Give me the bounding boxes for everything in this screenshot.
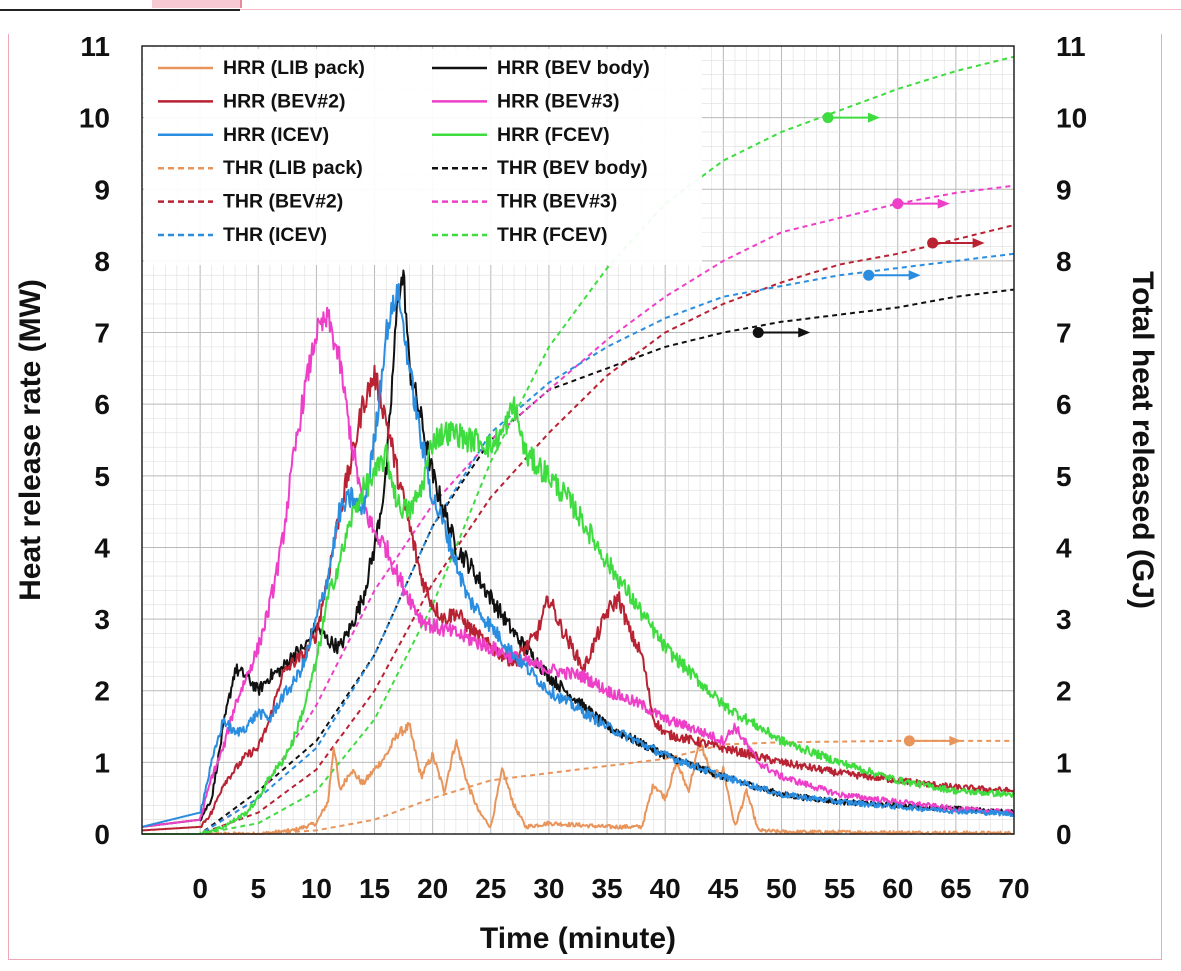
marker-arrow-head (867, 112, 880, 123)
legend-label: HRR (BEV#3) (497, 90, 619, 112)
legend-label: THR (BEV#3) (497, 191, 617, 213)
x-axis-label: Time (minute) (480, 922, 676, 955)
left-axis-ticks: 0 1 2 3 4 5 6 7 8 9 10 11 (79, 31, 111, 850)
y-tick-label: 11 (80, 31, 110, 62)
y2-tick-label: 5 (1056, 461, 1072, 492)
y2-tick-label: 10 (1056, 103, 1087, 134)
legend-label: THR (LIB pack) (223, 157, 363, 179)
x-axis-ticks: 0 5 10 15 20 25 30 35 40 45 50 55 60 65 70 (192, 873, 1029, 904)
y2-tick-label: 8 (1056, 246, 1072, 277)
x-tick-label: 35 (591, 873, 622, 904)
marker-dot (822, 112, 834, 124)
y-tick-label: 0 (94, 819, 110, 850)
marker-arrow-head (937, 198, 950, 209)
legend-label: HRR (ICEV) (223, 124, 329, 146)
top-rule (240, 9, 1181, 10)
y2-tick-label: 1 (1056, 747, 1072, 778)
y-tick-label: 5 (94, 461, 110, 492)
legend-label: HRR (LIB pack) (223, 57, 365, 79)
y-tick-label: 4 (94, 532, 110, 563)
series-line-thr-bev-body- (142, 288, 1015, 835)
marker-arrow-head (908, 270, 921, 281)
marker-layer (752, 112, 985, 747)
y2-tick-label: 2 (1056, 676, 1072, 707)
series-line-hrr-bev-body- (141, 269, 1015, 828)
series-line-hrr-bev-2- (141, 364, 1015, 832)
figure-frame (8, 34, 1162, 960)
marker-arrow-head (972, 238, 985, 248)
y-tick-label: 9 (94, 174, 110, 205)
legend-label: HRR (BEV#2) (223, 90, 345, 112)
legend: HRR (LIB pack) HRR (BEV body) HRR (BEV#2) H… (144, 49, 702, 265)
x-tick-label: 30 (533, 873, 564, 904)
x-tick-label: 40 (650, 873, 681, 904)
y-tick-label: 10 (79, 103, 110, 134)
y2-tick-label: 4 (1056, 532, 1072, 563)
x-tick-label: 15 (359, 873, 390, 904)
series-line-thr-icev- (142, 252, 1015, 835)
marker-dot (903, 735, 915, 747)
series-line-thr-bev-3- (142, 184, 1015, 835)
y2-tick-label: 0 (1056, 819, 1072, 850)
x-tick-label: 25 (475, 873, 506, 904)
x-tick-label: 5 (250, 873, 266, 904)
tab-highlight (152, 0, 242, 8)
series-line-thr-bev-2- (142, 224, 1015, 835)
y2-tick-label: 11 (1056, 31, 1086, 62)
y2-tick-label: 3 (1056, 604, 1072, 635)
series-line-hrr-lib-pack- (141, 721, 1014, 835)
x-tick-label: 55 (824, 873, 855, 904)
x-tick-label: 50 (766, 873, 797, 904)
marker-arrow-head (798, 327, 811, 338)
plot-border (141, 45, 1015, 835)
y2-tick-label: 9 (1056, 174, 1072, 205)
y-tick-label: 2 (94, 676, 110, 707)
marker-dot (863, 269, 875, 281)
y-tick-label: 3 (94, 604, 110, 635)
y2-tick-label: 6 (1056, 389, 1072, 420)
x-tick-label: 10 (301, 873, 332, 904)
x-tick-label: 60 (882, 873, 913, 904)
x-tick-label: 65 (940, 873, 971, 904)
marker-arrow-head (949, 735, 962, 746)
y-tick-label: 8 (94, 246, 110, 277)
y-tick-label: 6 (94, 389, 110, 420)
y-tick-label: 7 (94, 318, 110, 349)
legend-label: HRR (FCEV) (497, 124, 610, 146)
marker-dot (892, 198, 904, 210)
x-tick-label: 20 (417, 873, 448, 904)
x-tick-label: 0 (192, 873, 208, 904)
series-line-hrr-fcev- (141, 396, 1015, 835)
series-line-hrr-bev-3- (141, 306, 1014, 828)
x-tick-label: 70 (998, 873, 1029, 904)
marker-dot (752, 327, 764, 339)
legend-label: HRR (BEV body) (497, 57, 650, 79)
series-line-thr-fcev- (142, 55, 1015, 835)
marker-dot (927, 237, 939, 249)
top-tab-decoration (0, 0, 242, 11)
x-tick-label: 45 (708, 873, 739, 904)
y-tick-label: 1 (94, 747, 110, 778)
series-line-hrr-icev- (141, 283, 1015, 828)
legend-label: THR (BEV body) (497, 157, 648, 179)
y2-axis-label: Total heat released (GJ) (1126, 271, 1159, 609)
legend-label: THR (ICEV) (223, 224, 327, 246)
y2-tick-label: 7 (1056, 318, 1072, 349)
series-line-thr-lib-pack- (142, 739, 1014, 835)
legend-label: THR (BEV#2) (223, 191, 343, 213)
legend-background (144, 49, 702, 265)
y-axis-label: Heat release rate (MW) (14, 279, 47, 601)
right-axis-ticks: 0 1 2 3 4 5 6 7 8 9 10 11 (1056, 31, 1087, 850)
legend-label: THR (FCEV) (497, 224, 608, 246)
